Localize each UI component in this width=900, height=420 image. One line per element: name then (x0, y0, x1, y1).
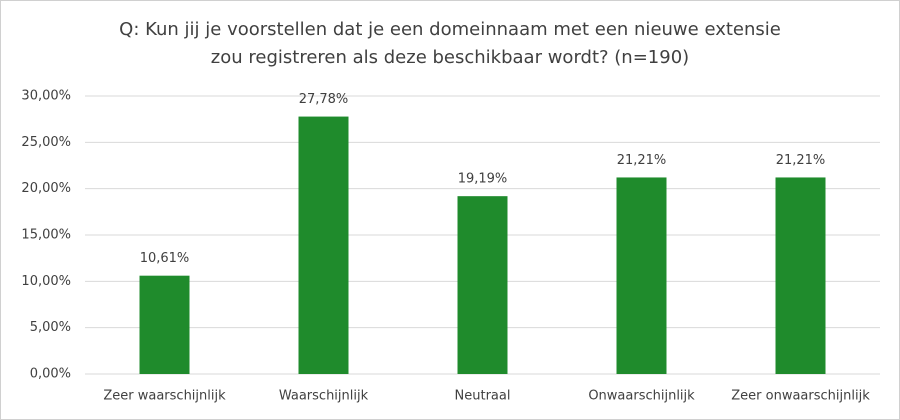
value-label: 21,21% (776, 153, 826, 168)
x-tick-label: Zeer waarschijnlijk (103, 389, 226, 404)
value-label: 27,78% (299, 92, 349, 107)
chart-title: zou registreren als deze beschikbaar wor… (211, 47, 689, 68)
value-label: 19,19% (458, 172, 508, 187)
y-tick-label: 20,00% (21, 181, 71, 196)
value-label: 10,61% (140, 251, 190, 266)
bar (457, 196, 508, 374)
y-tick-label: 0,00% (30, 367, 71, 382)
x-tick-label: Zeer onwaarschijnlijk (731, 389, 870, 404)
value-label: 21,21% (617, 153, 667, 168)
bar (616, 177, 667, 374)
bar (139, 275, 190, 374)
y-tick-label: 10,00% (21, 274, 71, 289)
x-tick-label: Onwaarschijnlijk (588, 389, 695, 404)
y-tick-label: 5,00% (30, 320, 71, 335)
x-tick-label: Waarschijnlijk (279, 389, 369, 404)
x-tick-label: Neutraal (455, 389, 511, 404)
y-tick-label: 25,00% (21, 135, 71, 150)
bar (298, 116, 349, 375)
chart-title: Q: Kun jij je voorstellen dat je een dom… (119, 19, 781, 40)
bar (775, 177, 826, 374)
y-tick-label: 30,00% (21, 89, 71, 104)
y-tick-label: 15,00% (21, 228, 71, 243)
